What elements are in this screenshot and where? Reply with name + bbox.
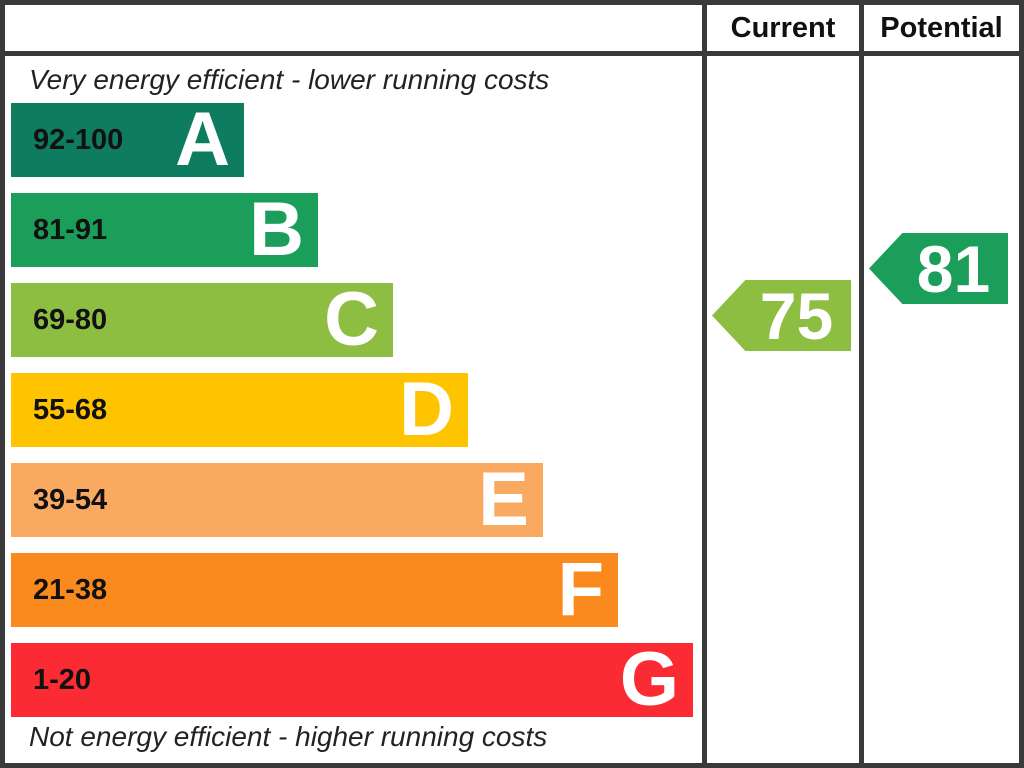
current-column-header: Current	[730, 11, 836, 44]
band-g-letter: G	[619, 637, 679, 722]
potential-column-divider	[859, 5, 864, 763]
band-a-letter: A	[175, 97, 230, 182]
band-g-range: 1-20	[33, 663, 92, 696]
potential-rating-value: 81	[916, 231, 991, 306]
band-c-range: 69-80	[33, 303, 108, 336]
header-divider	[5, 51, 1019, 56]
potential-rating-arrow: 81	[869, 233, 1008, 304]
band-c-letter: C	[324, 277, 379, 362]
band-g: 1-20 G	[11, 637, 693, 722]
band-f: 21-38 F	[11, 547, 618, 632]
band-e-range: 39-54	[33, 483, 108, 516]
current-column-divider	[702, 5, 707, 763]
potential-column-header: Potential	[880, 11, 1003, 44]
band-c: 69-80 C	[11, 277, 393, 362]
band-d-range: 55-68	[33, 393, 108, 426]
current-rating-arrow: 75	[712, 280, 851, 351]
band-d: 55-68 D	[11, 367, 468, 452]
band-d-letter: D	[399, 367, 454, 452]
band-a: 92-100 A	[11, 97, 244, 182]
band-f-letter: F	[557, 547, 604, 632]
band-b: 81-91 B	[11, 187, 318, 272]
band-a-range: 92-100	[33, 123, 124, 156]
current-rating-value: 75	[759, 278, 834, 353]
top-caption: Very energy efficient - lower running co…	[29, 64, 550, 95]
band-b-range: 81-91	[33, 213, 108, 246]
bottom-caption: Not energy efficient - higher running co…	[29, 721, 548, 752]
band-b-letter: B	[249, 187, 304, 272]
band-f-range: 21-38	[33, 573, 108, 606]
band-e-letter: E	[478, 457, 529, 542]
band-e: 39-54 E	[11, 457, 543, 542]
